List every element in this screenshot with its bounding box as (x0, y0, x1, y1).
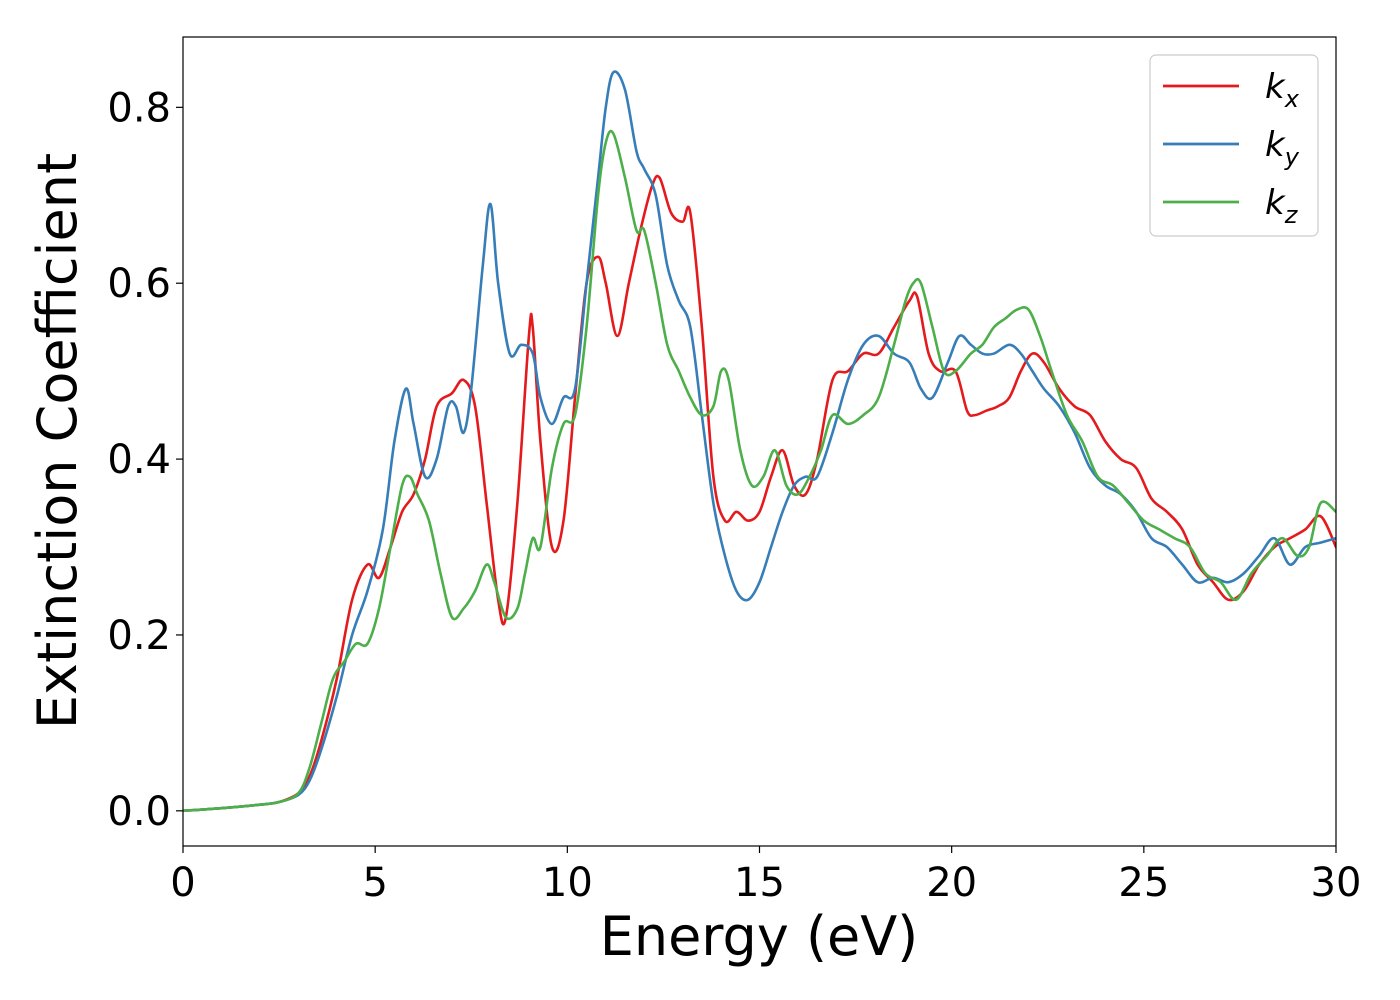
x-tick-label: 5 (362, 860, 387, 906)
x-tick-label: 10 (542, 860, 593, 906)
x-tick-label: 30 (1311, 860, 1362, 906)
series-line-x (183, 174, 1336, 813)
y-axis: 0.0 0.2 0.4 0.6 0.8 (107, 85, 183, 835)
series-line-z (183, 129, 1336, 813)
legend-box (1149, 54, 1319, 237)
series-layer (183, 70, 1336, 813)
legend-label-z: kz (1265, 183, 1299, 229)
x-axis-title: Energy (eV) (600, 905, 919, 968)
y-tick-label: 0.2 (107, 613, 171, 659)
y-tick-label: 0.4 (107, 437, 171, 483)
y-axis-title: Extinction Coefficient (26, 153, 89, 729)
legend-label-x: kx (1265, 67, 1300, 113)
legend-label-subscript: x (1284, 85, 1300, 113)
x-tick-label: 15 (734, 860, 785, 906)
series-line-y (183, 70, 1336, 813)
x-axis: 0 5 10 15 20 25 30 (170, 846, 1361, 906)
x-tick-label: 0 (170, 860, 195, 906)
legend-label-base: k (1265, 183, 1286, 223)
legend-label-base: k (1265, 125, 1286, 165)
legend-label-subscript: z (1284, 201, 1299, 229)
x-tick-label: 25 (1118, 860, 1169, 906)
y-tick-label: 0.0 (107, 789, 171, 835)
y-tick-label: 0.6 (107, 261, 171, 307)
legend-label-subscript: y (1284, 143, 1300, 171)
legend-label-base: k (1265, 67, 1286, 107)
y-tick-label: 0.8 (107, 85, 171, 131)
x-tick-label: 20 (926, 860, 977, 906)
legend-label-y: ky (1265, 125, 1300, 171)
